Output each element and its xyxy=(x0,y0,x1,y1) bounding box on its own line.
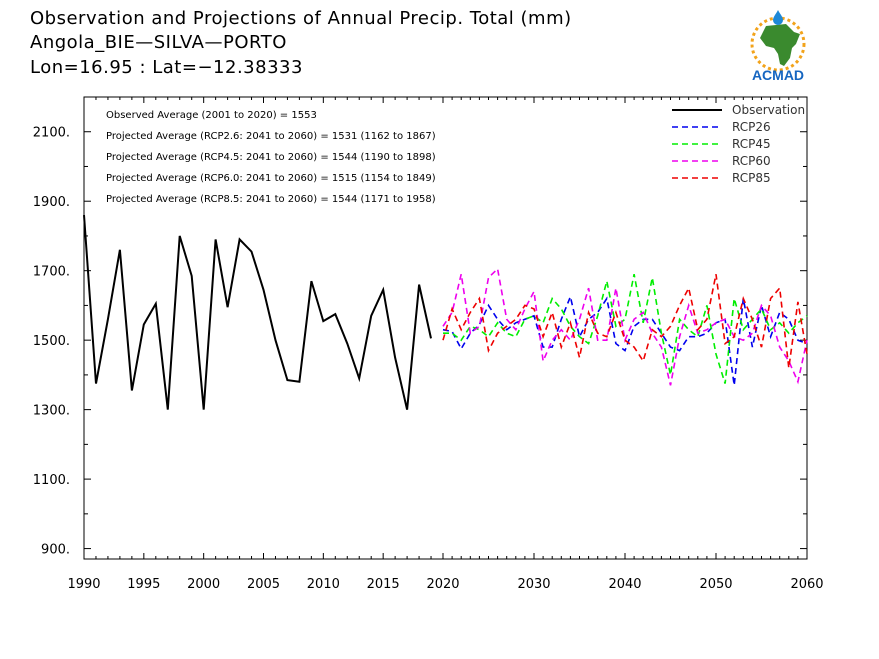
x-tick-label: 2040 xyxy=(608,577,641,592)
legend-label-observation: Observation xyxy=(732,103,805,117)
plot-frame xyxy=(83,96,808,560)
x-tick-label: 2000 xyxy=(187,577,220,592)
stat-rcp26-average: Projected Average (RCP2.6: 2041 to 2060)… xyxy=(106,131,436,142)
stat-rcp60-average: Projected Average (RCP6.0: 2041 to 2060)… xyxy=(106,173,436,184)
x-tick-label: 2030 xyxy=(517,577,550,592)
x-tick-label: 2015 xyxy=(367,577,400,592)
water-drop-icon xyxy=(773,10,783,25)
x-tick-label: 2060 xyxy=(790,577,823,592)
series-line-rcp26 xyxy=(442,294,808,386)
y-tick-label: 1900. xyxy=(33,195,70,210)
y-tick-label: 1700. xyxy=(33,265,70,280)
series-line-rcp60 xyxy=(442,267,808,386)
x-tick-label: 2050 xyxy=(699,577,732,592)
y-tick-label: 900. xyxy=(41,543,70,558)
stat-rcp85-average: Projected Average (RCP8.5: 2041 to 2060)… xyxy=(106,194,436,205)
series-line-rcp45 xyxy=(443,274,808,384)
y-tick-label: 2100. xyxy=(33,126,70,141)
x-tick-label: 2020 xyxy=(426,577,459,592)
africa-continent-icon xyxy=(760,24,800,66)
y-tick-label: 1500. xyxy=(33,334,70,349)
stat-observed-average: Observed Average (2001 to 2020) = 1553 xyxy=(106,110,317,121)
station-coordinates: Lon=16.95 : Lat=−12.38333 xyxy=(30,57,303,78)
legend-label-rcp45: RCP45 xyxy=(732,137,771,151)
stat-rcp45-average: Projected Average (RCP4.5: 2041 to 2060)… xyxy=(106,152,436,163)
logo-text: ACMAD xyxy=(752,67,804,83)
y-tick-label: 1100. xyxy=(33,473,70,488)
legend-label-rcp60: RCP60 xyxy=(732,154,771,168)
y-tick-label: 1300. xyxy=(33,404,70,419)
legend-label-rcp85: RCP85 xyxy=(732,171,771,185)
x-tick-label: 2010 xyxy=(307,577,340,592)
legend-label-rcp26: RCP26 xyxy=(732,120,771,134)
series-line-rcp85 xyxy=(442,274,808,369)
chart-title: Observation and Projections of Annual Pr… xyxy=(30,8,572,29)
series-line-observation xyxy=(83,215,432,410)
x-tick-label: 1990 xyxy=(67,577,100,592)
acmad-logo: ACMAD xyxy=(750,10,806,83)
x-tick-label: 2005 xyxy=(247,577,280,592)
x-tick-label: 1995 xyxy=(127,577,160,592)
station-name: Angola_BIE—SILVA—PORTO xyxy=(30,32,287,53)
